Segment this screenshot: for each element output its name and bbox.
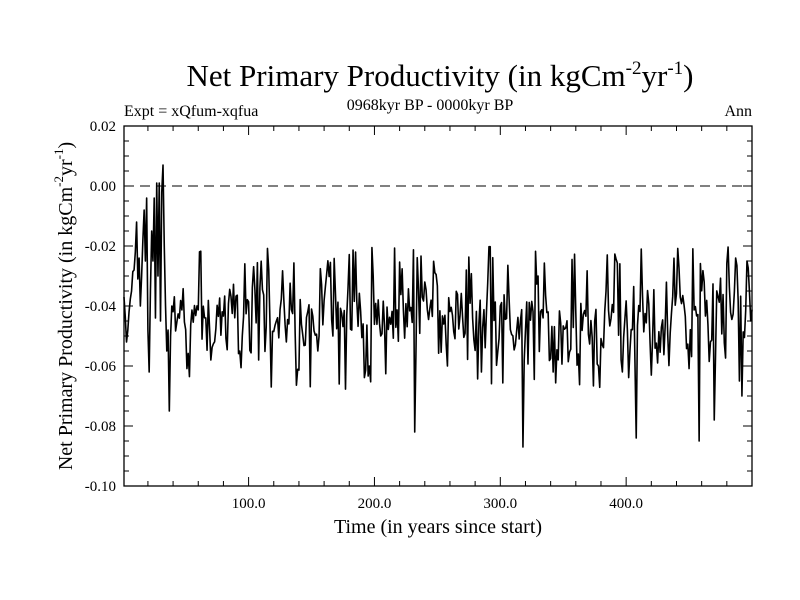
x-tick-label: 100.0 (232, 496, 266, 512)
season-label: Ann (724, 103, 752, 120)
y-tick-label: 0.00 (90, 179, 116, 195)
y-tick-label: -0.10 (85, 479, 116, 495)
chart-title: Net Primary Productivity (in kgCm-2yr-1) (187, 58, 694, 93)
series-group (123, 164, 753, 448)
y-tick-label: -0.06 (85, 359, 117, 375)
plot-frame (123, 125, 753, 487)
x-tick-labels: 100.0 200.0 300.0 400.0 (232, 496, 643, 512)
y-tick-label: -0.02 (85, 239, 116, 255)
y-tick-label: -0.04 (85, 299, 117, 315)
y-tick-label: -0.08 (85, 419, 116, 435)
y-tick-labels: 0.02 0.00 -0.02 -0.04 -0.06 -0.08 -0.10 (85, 119, 117, 495)
y-axis-label: Net Primary Productivity (in kgCm-2yr-1) (51, 142, 77, 470)
x-tick-label: 400.0 (609, 496, 643, 512)
x-tick-label: 200.0 (358, 496, 392, 512)
x-axis-label: Time (in years since start) (334, 516, 542, 538)
x-tick-label: 300.0 (483, 496, 517, 512)
npp-series-line (123, 164, 753, 448)
experiment-label: Expt = xQfum-xqfua (124, 103, 258, 120)
time-range-label: 0968kyr BP - 0000kyr BP (347, 97, 514, 114)
y-tick-label: 0.02 (90, 119, 116, 135)
